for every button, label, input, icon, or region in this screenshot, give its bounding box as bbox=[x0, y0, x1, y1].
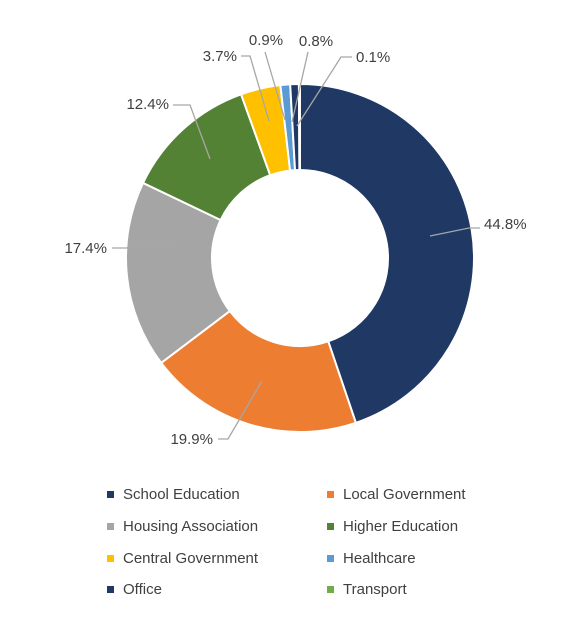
data-label-transport: 0.1% bbox=[356, 49, 390, 66]
legend-item-local-government: Local Government bbox=[327, 484, 527, 506]
data-label-school-education: 44.8% bbox=[484, 216, 527, 233]
legend-item-healthcare: Healthcare bbox=[327, 547, 527, 569]
data-label-higher-education: 12.4% bbox=[126, 96, 169, 113]
leader-lines-group bbox=[112, 51, 480, 440]
legend-item-central-government: Central Government bbox=[107, 547, 327, 569]
slice-housing-association bbox=[125, 181, 232, 365]
leader-line-1 bbox=[429, 227, 480, 237]
data-label-central-government: 3.7% bbox=[203, 48, 237, 65]
legend-item-transport: Transport bbox=[327, 579, 527, 601]
legend-swatch bbox=[327, 586, 334, 594]
donut-chart: 44.8% 19.9% 17.4% 12.4% 3.7% 0.9% 0.8% 0.1% bbox=[64, 32, 526, 448]
legend-item-higher-education: Higher Education bbox=[327, 516, 527, 538]
legend-label: Higher Education bbox=[343, 518, 459, 536]
leader-line-2 bbox=[218, 380, 263, 440]
data-label-office: 0.8% bbox=[299, 33, 333, 50]
legend-item-office: Office bbox=[107, 579, 327, 601]
legend-swatch bbox=[107, 554, 114, 562]
legend-label: School Education bbox=[123, 486, 240, 504]
legend-label: Housing Association bbox=[123, 518, 259, 536]
leader-line-6 bbox=[264, 51, 286, 121]
data-label-local-government: 19.9% bbox=[170, 431, 213, 448]
legend-label: Transport bbox=[343, 581, 407, 599]
legend-label: Office bbox=[123, 581, 162, 599]
leader-line-8 bbox=[296, 56, 352, 127]
legend-label: Local Government bbox=[343, 486, 466, 504]
leader-line-4 bbox=[173, 104, 211, 160]
slices-group bbox=[125, 82, 475, 433]
legend-swatch bbox=[107, 491, 114, 499]
legend: School Education Local Government Housing … bbox=[107, 484, 527, 601]
legend-swatch bbox=[327, 554, 334, 562]
legend-swatch bbox=[107, 523, 114, 531]
leader-line-5 bbox=[241, 55, 270, 122]
legend-swatch bbox=[327, 491, 334, 499]
legend-swatch bbox=[107, 586, 114, 594]
legend-label: Healthcare bbox=[343, 549, 416, 567]
leader-line-7 bbox=[291, 51, 309, 123]
data-labels-group: 44.8% 19.9% 17.4% 12.4% 3.7% 0.9% 0.8% 0.1% bbox=[64, 32, 526, 448]
legend-label: Central Government bbox=[123, 549, 259, 567]
slice-school-education bbox=[299, 82, 475, 425]
legend-swatch bbox=[327, 523, 334, 531]
legend-item-housing-association: Housing Association bbox=[107, 516, 327, 538]
legend-item-school-education: School Education bbox=[107, 484, 327, 506]
slice-transport bbox=[297, 82, 301, 172]
data-label-healthcare: 0.9% bbox=[249, 32, 283, 49]
leader-line-3 bbox=[112, 246, 180, 249]
data-label-housing-association: 17.4% bbox=[64, 240, 107, 257]
slice-local-government bbox=[159, 309, 358, 433]
